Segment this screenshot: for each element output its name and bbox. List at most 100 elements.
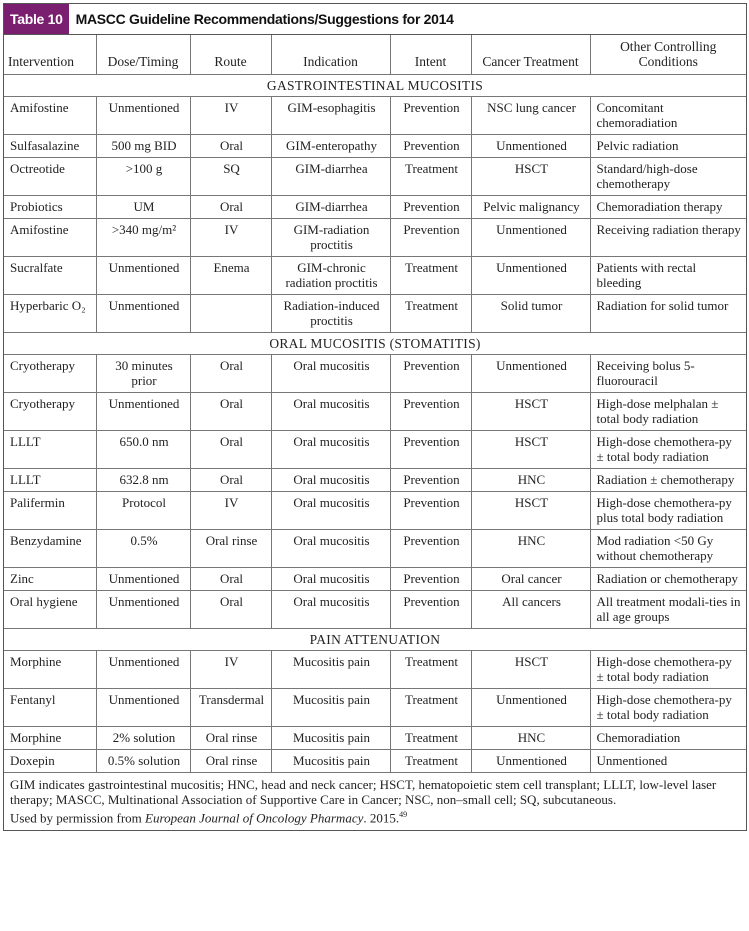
- cell-indication: Oral mucositis: [270, 430, 391, 469]
- column-header-other-conditions: Other Controlling Conditions: [589, 35, 746, 75]
- cell-dose-timing: Unmentioned: [95, 567, 191, 591]
- cell-cancer-treatment: Unmentioned: [470, 749, 591, 773]
- cell-other-conditions: High-dose chemothera-py ± total body rad…: [589, 430, 746, 469]
- table-row: LLLT 650.0 nm Oral Oral mucositis Prevention…: [4, 430, 746, 469]
- cell-intervention: Cryotherapy: [4, 354, 97, 393]
- reference-number: 49: [399, 810, 408, 819]
- table-row: Amifostine >340 mg/m² IV GIM-radiation proc…: [4, 218, 746, 257]
- cell-indication: Mucositis pain: [270, 749, 391, 773]
- column-header-dose-timing: Dose/Timing: [95, 35, 191, 75]
- cell-route: IV: [189, 96, 272, 135]
- cell-intent: Prevention: [389, 430, 472, 469]
- cell-dose-timing: >100 g: [95, 157, 191, 196]
- section-header-row: GASTROINTESTINAL MUCOSITIS: [4, 74, 746, 97]
- table-row: Fentanyl Unmentioned Transdermal Mucositis …: [4, 688, 746, 727]
- cell-other-conditions: Receiving radiation therapy: [589, 218, 746, 257]
- table-row: Sucralfate Unmentioned Enema GIM-chronic ra…: [4, 256, 746, 295]
- cell-intent: Prevention: [389, 218, 472, 257]
- cell-route: [189, 294, 272, 333]
- cell-intervention: Oral hygiene: [4, 590, 97, 629]
- table-row: Cryotherapy 30 minutes prior Oral Oral muco…: [4, 354, 746, 393]
- table-row: Hyperbaric O₂ Unmentioned Radiation-induce…: [4, 294, 746, 333]
- section-header-row: ORAL MUCOSITIS (STOMATITIS): [4, 332, 746, 355]
- cell-route: Oral: [189, 134, 272, 158]
- abbreviations-note: GIM indicates gastrointestinal mucositis…: [10, 777, 717, 807]
- cell-intent: Treatment: [389, 688, 472, 727]
- cell-indication: GIM-enteropathy: [270, 134, 391, 158]
- cell-dose-timing: 0.5%: [95, 529, 191, 568]
- cell-cancer-treatment: Unmentioned: [470, 688, 591, 727]
- cell-other-conditions: Concomitant chemoradiation: [589, 96, 746, 135]
- footnote-row: GIM indicates gastrointestinal mucositis…: [4, 772, 746, 831]
- cell-route: Oral: [189, 590, 272, 629]
- cell-route: Oral rinse: [189, 726, 272, 750]
- cell-intent: Prevention: [389, 392, 472, 431]
- cell-cancer-treatment: Solid tumor: [470, 294, 591, 333]
- cell-other-conditions: Receiving bolus 5-fluorouracil: [589, 354, 746, 393]
- table-row: Oral hygiene Unmentioned Oral Oral mucositi…: [4, 590, 746, 629]
- cell-other-conditions: All treatment modali-ties in all age gro…: [589, 590, 746, 629]
- journal-name: European Journal of Oncology Pharmacy: [145, 810, 364, 826]
- cell-route: Oral rinse: [189, 749, 272, 773]
- table-row: Benzydamine 0.5% Oral rinse Oral mucositis P…: [4, 529, 746, 568]
- cell-cancer-treatment: Unmentioned: [470, 218, 591, 257]
- cell-intervention: Sucralfate: [4, 256, 97, 295]
- cell-cancer-treatment: HSCT: [470, 430, 591, 469]
- cell-intervention: Doxepin: [4, 749, 97, 773]
- cell-intent: Treatment: [389, 157, 472, 196]
- cell-intervention: Fentanyl: [4, 688, 97, 727]
- cell-indication: GIM-radiation proctitis: [270, 218, 391, 257]
- table-row: Cryotherapy Unmentioned Oral Oral mucositis…: [4, 392, 746, 431]
- cell-dose-timing: Unmentioned: [95, 650, 191, 689]
- cell-other-conditions: Chemoradiation therapy: [589, 195, 746, 219]
- cell-intent: Prevention: [389, 134, 472, 158]
- cell-intent: Prevention: [389, 195, 472, 219]
- cell-dose-timing: 0.5% solution: [95, 749, 191, 773]
- table-row: Zinc Unmentioned Oral Oral mucositis Prevent…: [4, 567, 746, 591]
- cell-intervention: Sulfasalazine: [4, 134, 97, 158]
- cell-route: Oral: [189, 468, 272, 492]
- cell-dose-timing: Unmentioned: [95, 294, 191, 333]
- cell-intent: Prevention: [389, 491, 472, 530]
- cell-dose-timing: 30 minutes prior: [95, 354, 191, 393]
- cell-dose-timing: Unmentioned: [95, 688, 191, 727]
- cell-intervention: Amifostine: [4, 218, 97, 257]
- cell-intervention: Zinc: [4, 567, 97, 591]
- section-header-row: PAIN ATTENUATION: [4, 628, 746, 651]
- table-container: Table 10 MASCC Guideline Recommendations…: [3, 3, 747, 832]
- cell-other-conditions: Radiation or chemotherapy: [589, 567, 746, 591]
- cell-other-conditions: Unmentioned: [589, 749, 746, 773]
- cell-cancer-treatment: Unmentioned: [470, 354, 591, 393]
- cell-cancer-treatment: HNC: [470, 726, 591, 750]
- section-title: GASTROINTESTINAL MUCOSITIS: [4, 74, 746, 97]
- cell-route: IV: [189, 218, 272, 257]
- cell-intent: Treatment: [389, 294, 472, 333]
- cell-dose-timing: Protocol: [95, 491, 191, 530]
- cell-intent: Treatment: [389, 749, 472, 773]
- cell-cancer-treatment: HSCT: [470, 157, 591, 196]
- cell-indication: Mucositis pain: [270, 650, 391, 689]
- cell-other-conditions: Radiation for solid tumor: [589, 294, 746, 333]
- permission-prefix: Used by permission from: [10, 810, 146, 826]
- cell-indication: GIM-diarrhea: [270, 157, 391, 196]
- cell-cancer-treatment: Unmentioned: [470, 134, 591, 158]
- table-row: Palifermin Protocol IV Oral mucositis Preven…: [4, 491, 746, 530]
- cell-route: Oral: [189, 430, 272, 469]
- guideline-table: Intervention Dose/Timing Route Indication In…: [4, 35, 746, 831]
- section-title: PAIN ATTENUATION: [4, 628, 746, 651]
- cell-other-conditions: High-dose melphalan ± total body radiati…: [589, 392, 746, 431]
- cell-other-conditions: Patients with rectal bleeding: [589, 256, 746, 295]
- table-row: Sulfasalazine 500 mg BID Oral GIM-enteropat…: [4, 134, 746, 158]
- cell-intent: Prevention: [389, 354, 472, 393]
- cell-intervention: Morphine: [4, 650, 97, 689]
- cell-indication: Oral mucositis: [270, 529, 391, 568]
- cell-intervention: Benzydamine: [4, 529, 97, 568]
- cell-intervention: Cryotherapy: [4, 392, 97, 431]
- cell-intent: Treatment: [389, 726, 472, 750]
- cell-dose-timing: 632.8 nm: [95, 468, 191, 492]
- cell-intervention: Probiotics: [4, 195, 97, 219]
- cell-indication: Mucositis pain: [270, 726, 391, 750]
- column-header-indication: Indication: [270, 35, 391, 75]
- cell-indication: GIM-chronic radiation proctitis: [270, 256, 391, 295]
- cell-intervention: Palifermin: [4, 491, 97, 530]
